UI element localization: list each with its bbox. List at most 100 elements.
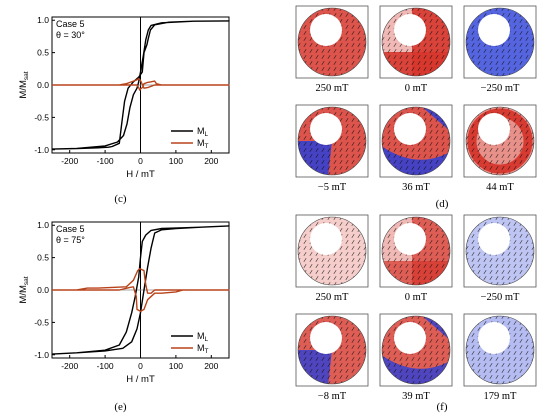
- moment-arrow: [495, 282, 499, 285]
- moment-arrow: [441, 246, 445, 250]
- map-tile: 44 mT: [463, 104, 537, 193]
- moment-arrow: [435, 252, 439, 256]
- moment-arrow: [471, 130, 475, 134]
- moment-arrow: [345, 252, 349, 256]
- moment-arrow: [489, 148, 493, 152]
- y-tick-label: 1.0: [37, 15, 49, 25]
- map-grid-f: 250 mT 0 mT −250 mT −8 mT 39 mT 179 mT (f): [295, 214, 537, 413]
- moment-arrow: [513, 67, 517, 71]
- moment-arrow: [411, 107, 415, 110]
- moment-arrow: [351, 339, 355, 343]
- moment-arrow: [351, 49, 355, 53]
- moment-arrow: [513, 357, 517, 361]
- moment-arrow: [333, 351, 337, 355]
- moment-arrow: [387, 37, 391, 41]
- moment-arrow: [471, 31, 475, 35]
- moment-arrow: [435, 246, 439, 250]
- moment-arrow: [471, 357, 475, 361]
- moment-arrow: [507, 351, 511, 355]
- moment-arrow: [417, 252, 421, 256]
- moment-arrow: [471, 339, 475, 343]
- moment-arrow: [483, 160, 487, 164]
- moment-arrow: [525, 240, 529, 244]
- hole: [394, 322, 426, 354]
- moment-arrow: [339, 160, 343, 164]
- moment-arrow: [477, 327, 481, 331]
- x-axis-label: H / mT: [126, 169, 155, 180]
- moment-arrow: [303, 234, 307, 238]
- moment-arrow: [441, 333, 445, 337]
- moment-arrow: [399, 160, 403, 164]
- moment-arrow: [423, 136, 427, 140]
- moment-arrow: [327, 282, 331, 285]
- moment-arrow: [519, 228, 523, 232]
- moment-arrow: [519, 252, 523, 256]
- moment-arrow: [411, 172, 415, 175]
- moment-arrow: [405, 55, 409, 59]
- moment-arrow: [315, 321, 319, 325]
- moment-arrow: [501, 112, 505, 116]
- moment-arrow: [393, 160, 397, 164]
- moment-arrow: [357, 246, 361, 250]
- disc-outline: [381, 106, 451, 176]
- moment-arrow: [387, 357, 391, 361]
- moment-arrow: [333, 172, 337, 175]
- moment-arrow: [333, 369, 337, 373]
- moment-arrow: [399, 222, 403, 226]
- moment-arrow: [525, 37, 529, 41]
- moment-arrow: [399, 55, 403, 59]
- moment-arrow: [489, 264, 493, 268]
- y-tick-label: -1.0: [34, 145, 49, 155]
- moment-arrow: [477, 43, 481, 47]
- moment-arrow: [429, 154, 433, 158]
- moment-arrow: [495, 369, 499, 373]
- moment-arrow: [507, 345, 511, 349]
- moment-arrow: [435, 43, 439, 47]
- moment-arrow: [501, 270, 505, 274]
- moment-arrow: [315, 13, 319, 17]
- moment-arrow: [315, 49, 319, 53]
- moment-arrow: [345, 148, 349, 152]
- moment-arrow: [399, 375, 403, 379]
- moment-arrow: [483, 363, 487, 367]
- moment-arrow: [507, 112, 511, 116]
- moment-arrow: [423, 154, 427, 158]
- moment-arrow: [321, 49, 325, 53]
- moment-arrow: [519, 25, 523, 29]
- y-tick-label: 0.5: [37, 48, 49, 58]
- moment-arrow: [423, 363, 427, 367]
- moment-arrow: [513, 130, 517, 134]
- hole: [478, 14, 510, 46]
- moment-arrow: [429, 345, 433, 349]
- moment-arrow: [429, 31, 433, 35]
- map-tile: 39 mT: [379, 313, 453, 402]
- field-label: 0 mT: [405, 83, 428, 94]
- moment-arrow: [423, 258, 427, 262]
- moment-arrow: [399, 61, 403, 65]
- map-tile: 0 mT: [379, 214, 453, 303]
- moment-arrow: [399, 13, 403, 17]
- hysteresis-chart-c: -200 -100 0 100 200 -1.0 -0.5 0.0 0.5 1.0 H / mT M/…: [18, 15, 230, 205]
- moment-arrow: [513, 264, 517, 268]
- moment-arrow: [327, 8, 331, 11]
- moment-arrow: [417, 43, 421, 47]
- moment-arrow: [513, 258, 517, 262]
- moment-arrow: [429, 148, 433, 152]
- moment-arrow: [435, 19, 439, 23]
- moment-arrow: [399, 270, 403, 274]
- moment-arrow: [357, 363, 361, 367]
- moment-arrow: [429, 363, 433, 367]
- moment-arrow: [435, 148, 439, 152]
- moment-arrow: [423, 357, 427, 361]
- moment-arrow: [339, 228, 343, 232]
- moment-arrow: [387, 345, 391, 349]
- moment-arrow: [429, 270, 433, 274]
- moment-arrow: [441, 148, 445, 152]
- moment-arrow: [393, 252, 397, 256]
- moment-arrow: [429, 234, 433, 238]
- y-tick-label: 0.0: [37, 80, 49, 90]
- moment-arrow: [327, 154, 331, 158]
- moment-arrow: [393, 118, 397, 122]
- moment-arrow: [489, 276, 493, 280]
